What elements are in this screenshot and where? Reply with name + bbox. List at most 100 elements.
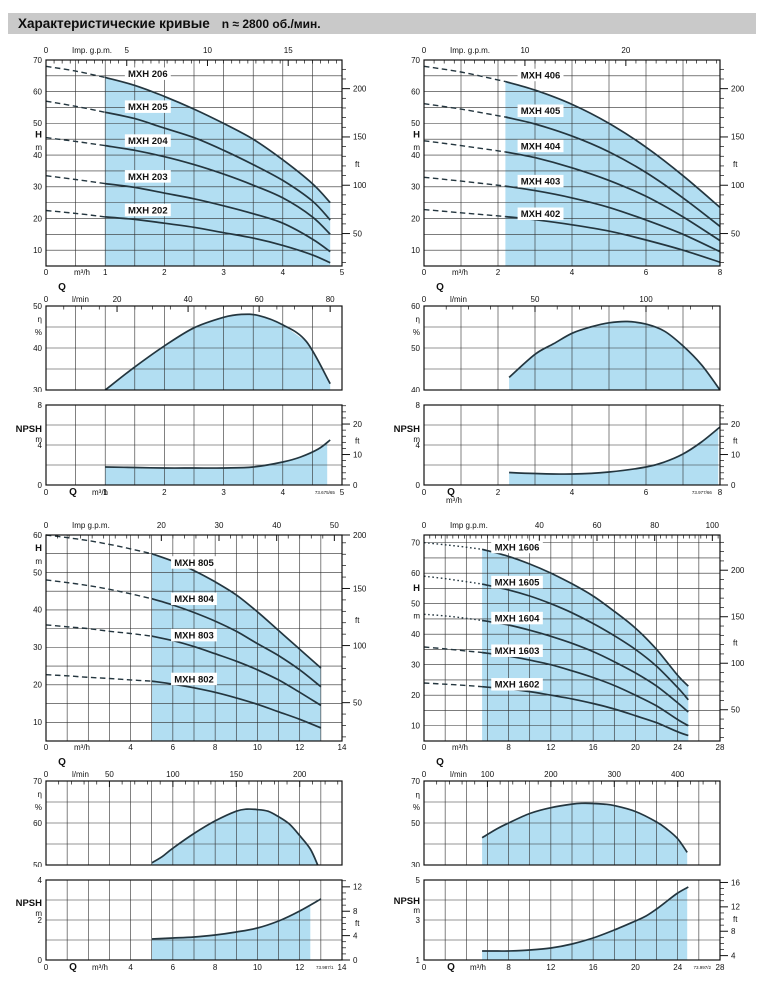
svg-text:20: 20 bbox=[411, 214, 420, 223]
svg-text:50: 50 bbox=[330, 521, 339, 530]
svg-text:0: 0 bbox=[422, 521, 427, 530]
svg-text:l/min: l/min bbox=[450, 295, 467, 304]
svg-text:m: m bbox=[35, 909, 42, 918]
svg-text:Q: Q bbox=[69, 487, 77, 498]
svg-text:60: 60 bbox=[411, 569, 420, 578]
svg-text:4: 4 bbox=[128, 743, 133, 752]
svg-text:60: 60 bbox=[593, 521, 602, 530]
svg-text:50: 50 bbox=[411, 119, 420, 128]
svg-text:0: 0 bbox=[44, 521, 49, 530]
svg-text:MXH 1603: MXH 1603 bbox=[495, 646, 540, 657]
svg-text:70: 70 bbox=[411, 777, 420, 786]
svg-text:12: 12 bbox=[295, 963, 304, 972]
head-chart-mxh-800: 0 20 30 40 50 Imp g.p.m. 0 m³/h 4 6 8 10 12 14 10 20 30 4… bbox=[33, 521, 367, 752]
svg-text:H: H bbox=[413, 583, 420, 594]
chart-grid: 0 5 10 15 Imp. g.p.m. 0 m³/h 1 2 3 4 5 10 20 30 40 50 60 7… bbox=[8, 42, 764, 980]
svg-text:MXH 1606: MXH 1606 bbox=[495, 542, 540, 553]
svg-text:H: H bbox=[413, 129, 420, 140]
svg-text:MXH 1602: MXH 1602 bbox=[495, 680, 540, 691]
svg-text:80: 80 bbox=[650, 521, 659, 530]
svg-text:50: 50 bbox=[353, 698, 362, 707]
svg-text:100: 100 bbox=[731, 659, 745, 668]
svg-text:20: 20 bbox=[113, 295, 122, 304]
svg-text:m: m bbox=[35, 557, 42, 566]
svg-text:100: 100 bbox=[481, 770, 495, 779]
svg-text:30: 30 bbox=[411, 661, 420, 670]
svg-text:20: 20 bbox=[157, 521, 166, 530]
svg-text:10: 10 bbox=[253, 963, 262, 972]
svg-text:1: 1 bbox=[103, 268, 108, 277]
svg-text:30: 30 bbox=[33, 643, 42, 652]
svg-text:0: 0 bbox=[44, 770, 49, 779]
svg-text:0: 0 bbox=[731, 481, 736, 490]
svg-text:ft: ft bbox=[733, 915, 738, 924]
efficiency-chart-mxh-200: 0 20 40 60 80 l/min Q 30 40 50 η% bbox=[33, 282, 343, 392]
svg-text:MXH 203: MXH 203 bbox=[128, 172, 168, 183]
svg-text:3: 3 bbox=[221, 488, 226, 497]
svg-text:0: 0 bbox=[422, 268, 427, 277]
svg-text:40: 40 bbox=[33, 344, 42, 353]
svg-text:8: 8 bbox=[506, 743, 511, 752]
svg-text:4: 4 bbox=[38, 876, 43, 885]
svg-text:4: 4 bbox=[731, 951, 736, 960]
svg-text:m³/h: m³/h bbox=[74, 743, 90, 752]
svg-text:10: 10 bbox=[33, 718, 42, 727]
svg-text:60: 60 bbox=[33, 531, 42, 540]
svg-text:10: 10 bbox=[33, 246, 42, 255]
svg-text:Imp. g.p.m.: Imp. g.p.m. bbox=[72, 46, 112, 55]
svg-text:m³/h: m³/h bbox=[92, 488, 108, 497]
svg-text:η: η bbox=[416, 315, 420, 324]
svg-text:70: 70 bbox=[411, 538, 420, 547]
svg-text:40: 40 bbox=[272, 521, 281, 530]
svg-text:60: 60 bbox=[33, 87, 42, 96]
svg-text:Imp g.p.m.: Imp g.p.m. bbox=[72, 521, 110, 530]
svg-text:10: 10 bbox=[411, 246, 420, 255]
svg-text:12: 12 bbox=[295, 743, 304, 752]
svg-text:6: 6 bbox=[171, 743, 176, 752]
svg-text:MXH 802: MXH 802 bbox=[174, 674, 214, 685]
svg-text:100: 100 bbox=[166, 770, 180, 779]
svg-text:60: 60 bbox=[255, 295, 264, 304]
svg-text:70: 70 bbox=[33, 56, 42, 65]
svg-text:20: 20 bbox=[621, 46, 630, 55]
svg-text:2: 2 bbox=[162, 268, 167, 277]
svg-text:200: 200 bbox=[353, 531, 367, 540]
svg-text:20: 20 bbox=[33, 214, 42, 223]
svg-text:l/min: l/min bbox=[72, 295, 89, 304]
svg-text:5: 5 bbox=[340, 268, 345, 277]
svg-text:100: 100 bbox=[731, 181, 745, 190]
svg-text:50: 50 bbox=[731, 229, 740, 238]
svg-text:50: 50 bbox=[33, 568, 42, 577]
svg-text:73.987/1: 73.987/1 bbox=[316, 965, 334, 970]
svg-text:8: 8 bbox=[731, 927, 736, 936]
svg-text:m: m bbox=[413, 435, 420, 444]
svg-text:5: 5 bbox=[125, 46, 130, 55]
svg-text:3: 3 bbox=[416, 916, 421, 925]
svg-text:15: 15 bbox=[284, 46, 293, 55]
svg-text:3: 3 bbox=[221, 268, 226, 277]
svg-text:70: 70 bbox=[411, 56, 420, 65]
svg-text:20: 20 bbox=[353, 420, 362, 429]
svg-text:Imp g.p.m.: Imp g.p.m. bbox=[450, 521, 488, 530]
svg-text:6: 6 bbox=[171, 963, 176, 972]
svg-text:m³/h: m³/h bbox=[452, 743, 468, 752]
svg-text:0: 0 bbox=[44, 488, 49, 497]
svg-text:MXH 804: MXH 804 bbox=[174, 594, 214, 605]
svg-text:2: 2 bbox=[496, 268, 501, 277]
svg-text:8: 8 bbox=[506, 963, 511, 972]
svg-text:8: 8 bbox=[718, 268, 723, 277]
pump-group-mxh-200: 0 5 10 15 Imp. g.p.m. 0 m³/h 1 2 3 4 5 10 20 30 40 50 60 7… bbox=[8, 42, 386, 505]
svg-text:2: 2 bbox=[38, 916, 43, 925]
svg-text:50: 50 bbox=[33, 302, 42, 311]
svg-text:20: 20 bbox=[631, 963, 640, 972]
svg-text:40: 40 bbox=[411, 386, 420, 392]
page-rpm-note: n ≈ 2800 об./мин. bbox=[221, 17, 321, 31]
svg-text:28: 28 bbox=[716, 743, 725, 752]
svg-text:0: 0 bbox=[422, 743, 427, 752]
svg-text:%: % bbox=[35, 328, 42, 337]
svg-text:Q: Q bbox=[436, 757, 444, 768]
svg-text:10: 10 bbox=[731, 450, 740, 459]
svg-text:NPSH: NPSH bbox=[16, 898, 43, 909]
